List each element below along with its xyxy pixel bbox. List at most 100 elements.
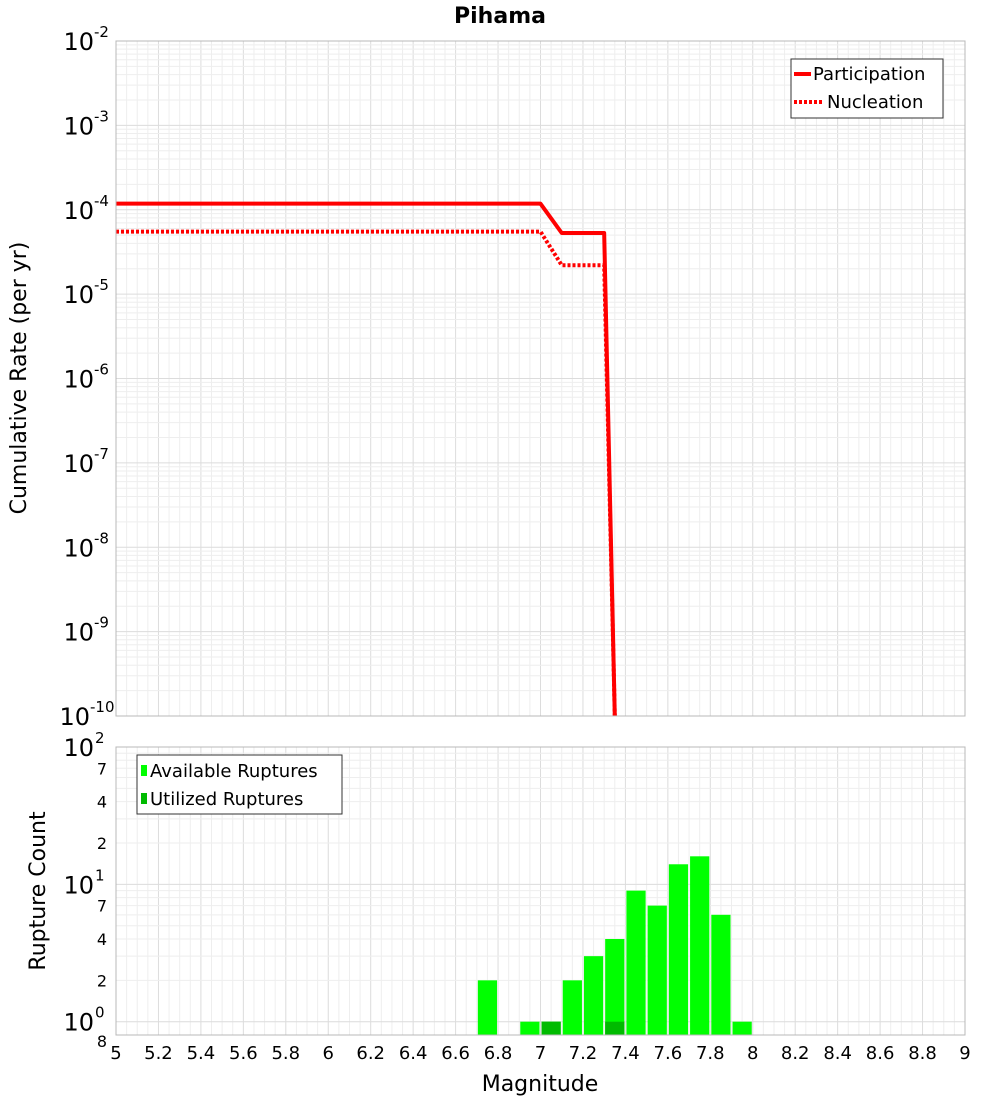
rate-y-tick: 10 -5 xyxy=(63,276,109,309)
rate-y-tick-exponent: -8 xyxy=(94,529,109,547)
x-tick-label: 5.4 xyxy=(187,1043,216,1064)
rate-y-tick-exponent: -7 xyxy=(94,445,109,463)
x-tick-label: 8.4 xyxy=(823,1043,852,1064)
available-rupture-bar xyxy=(520,1021,540,1035)
x-tick-label: 8.6 xyxy=(866,1043,895,1064)
rupture-y-tick-exponent: 0 xyxy=(95,1004,105,1022)
available-rupture-bar xyxy=(647,905,667,1035)
rate-y-tick-exponent: -3 xyxy=(94,107,109,125)
x-tick-label: 7.4 xyxy=(611,1043,640,1064)
rate-plot-y-label: Cumulative Rate (per yr) xyxy=(7,242,32,515)
available-rupture-bar xyxy=(732,1021,752,1035)
available-rupture-bar xyxy=(477,980,498,1035)
nucleation-line xyxy=(116,229,617,717)
rupture-y-tick: 8 xyxy=(97,1032,107,1051)
rate-y-tick: 10 -8 xyxy=(63,529,109,562)
x-axis-label: Magnitude xyxy=(482,1072,599,1097)
rate-y-tick: 10 -4 xyxy=(63,192,109,225)
rate-y-tick-base: 10 xyxy=(63,112,94,140)
x-tick-label: 7 xyxy=(535,1043,546,1064)
x-tick-label: 5.6 xyxy=(229,1043,258,1064)
rupture-y-tick-base: 10 xyxy=(63,734,94,762)
rate-plot-grid xyxy=(115,41,966,717)
x-tick-label: 7.2 xyxy=(569,1043,598,1064)
rate-y-tick: 10 -6 xyxy=(63,361,109,394)
x-tick-label: 5 xyxy=(110,1043,121,1064)
rate-y-tick-exponent: -6 xyxy=(94,361,109,379)
rupture-y-tick-label: 4 xyxy=(97,930,107,949)
x-tick-label: 5.2 xyxy=(144,1043,173,1064)
rate-plot-y-ticks: 10-210-310-410-510-610-710-810-910-10 xyxy=(59,23,114,731)
rate-y-tick-base: 10 xyxy=(63,197,94,225)
x-tick-label: 6.4 xyxy=(399,1043,428,1064)
x-tick-label: 7.8 xyxy=(696,1043,725,1064)
rupture-y-tick-exponent: 2 xyxy=(95,729,105,747)
x-tick-label: 6 xyxy=(323,1043,334,1064)
available-legend-label: Available Ruptures xyxy=(150,761,318,782)
rate-y-tick: 10 -2 xyxy=(63,23,109,56)
utilized-legend-swatch xyxy=(141,793,147,804)
rupture-legend-box xyxy=(136,754,343,815)
rate-y-tick-base: 10 xyxy=(59,703,90,731)
rupture-plot-legend: Available Ruptures Utilized Ruptures xyxy=(136,754,343,815)
x-tick-label: 5.8 xyxy=(271,1043,300,1064)
x-tick-label: 6.2 xyxy=(356,1043,385,1064)
rate-y-tick-base: 10 xyxy=(63,450,94,478)
rupture-y-tick: 7 xyxy=(97,759,107,778)
rate-y-tick: 10 -3 xyxy=(63,107,109,140)
rate-plot-frame xyxy=(115,40,966,717)
rate-y-tick: 10 -7 xyxy=(63,445,109,478)
rupture-y-tick: 4 xyxy=(97,793,107,812)
rupture-y-tick: 10 1 xyxy=(63,866,104,899)
available-rupture-bar xyxy=(668,864,689,1035)
rupture-y-tick-label: 7 xyxy=(97,897,107,916)
available-rupture-bar xyxy=(583,956,604,1035)
rupture-y-tick: 10 0 xyxy=(63,1004,104,1037)
rupture-y-tick-base: 10 xyxy=(63,1009,94,1037)
rupture-y-tick-base: 10 xyxy=(63,871,94,899)
rate-plot: 10-210-310-410-510-610-710-810-910-10 Cu… xyxy=(7,23,966,731)
rupture-y-tick: 7 xyxy=(97,897,107,916)
rate-y-tick-base: 10 xyxy=(63,366,94,394)
rupture-y-tick: 4 xyxy=(97,930,107,949)
utilized-rupture-bar xyxy=(605,1021,625,1035)
rupture-plot-x-ticks: 5 5.2 5.4 5.6 5.8 6 6.2 6.4 6.6 6.8 7 7.2 7.4 7.6 7.8 8… xyxy=(110,1043,970,1064)
x-tick-label: 9 xyxy=(959,1043,970,1064)
utilized-legend-label: Utilized Ruptures xyxy=(150,789,303,810)
rupture-y-tick-label: 2 xyxy=(97,971,107,990)
rate-y-tick: 10 -10 xyxy=(59,698,114,731)
available-rupture-bar xyxy=(690,856,710,1035)
x-tick-label: 7.6 xyxy=(654,1043,683,1064)
rupture-y-tick: 2 xyxy=(97,971,107,990)
x-tick-label: 6.8 xyxy=(484,1043,513,1064)
x-tick-label: 6.6 xyxy=(441,1043,470,1064)
available-legend-swatch xyxy=(141,765,147,776)
x-tick-label: 8.2 xyxy=(781,1043,810,1064)
rate-y-tick-base: 10 xyxy=(63,619,94,647)
rupture-y-tick-exponent: 1 xyxy=(95,866,105,884)
available-rupture-bar xyxy=(562,980,582,1035)
rupture-y-tick-label: 7 xyxy=(97,759,107,778)
rupture-y-tick: 2 xyxy=(97,834,107,853)
nucleation-legend-label: Nucleation xyxy=(827,92,923,113)
rate-y-tick-exponent: -5 xyxy=(94,276,109,294)
x-tick-label: 8.8 xyxy=(908,1043,937,1064)
participation-legend-label: Participation xyxy=(813,64,925,85)
rate-plot-lines xyxy=(116,201,617,717)
rupture-plot-frame xyxy=(115,746,966,1036)
available-rupture-bar xyxy=(605,939,625,1035)
utilized-rupture-bar xyxy=(541,1021,561,1035)
rupture-plot-bars xyxy=(477,856,752,1035)
rupture-y-tick-label: 8 xyxy=(97,1032,107,1051)
rate-y-tick-exponent: -2 xyxy=(94,23,109,41)
rupture-plot-y-label: Rupture Count xyxy=(26,811,51,971)
rate-y-tick: 10 -9 xyxy=(63,614,109,647)
rate-y-tick-exponent: -4 xyxy=(94,192,109,210)
rupture-y-tick: 10 2 xyxy=(63,729,104,762)
available-rupture-bar xyxy=(626,890,646,1035)
rupture-y-tick-label: 2 xyxy=(97,834,107,853)
